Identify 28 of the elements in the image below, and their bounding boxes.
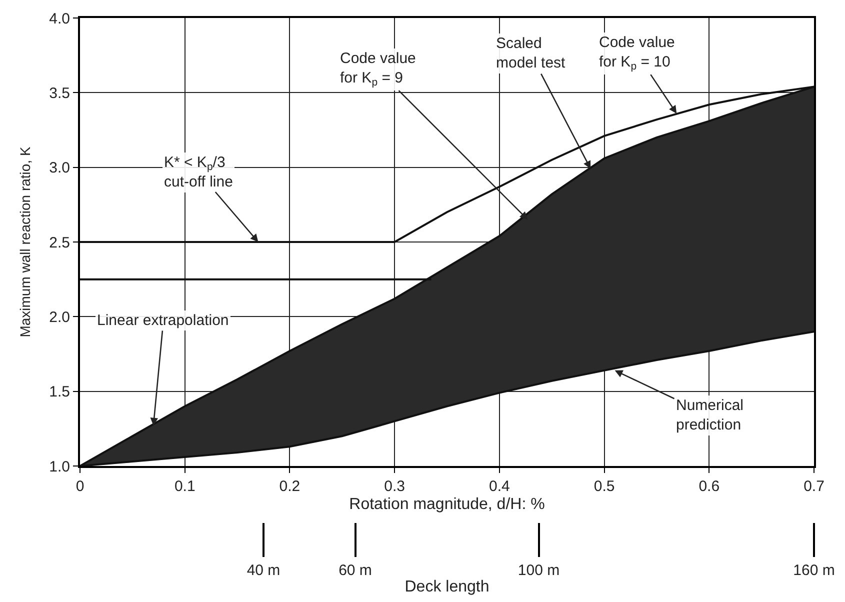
y-tick-label: 1.5 (49, 384, 70, 401)
annotation: Linear extrapolation (97, 312, 229, 329)
x-tick-label: 0.2 (279, 478, 300, 495)
y-axis-title: Maximum wall reaction ratio, K (17, 146, 34, 338)
y-tick-label: 2.0 (49, 308, 70, 326)
x-tick-label: 0.1 (174, 478, 196, 495)
x2-tick-label: 160 m (793, 562, 835, 579)
x-tick-label: 0.5 (594, 478, 615, 495)
x2-tick-label: 40 m (246, 562, 280, 579)
y-tick-label: 3.5 (49, 84, 70, 102)
x-axis-title: Rotation magnitude, d/H: % (349, 496, 545, 514)
annotation: Numerical prediction (676, 397, 744, 434)
annotation: Code value for K$_{p}$ = 9 (340, 50, 416, 89)
annotation: K* < K$_{p}$/3 cut-off line (164, 154, 233, 190)
y-tick-label: 1.0 (49, 458, 70, 476)
x2-tick-label: 60 m (338, 562, 372, 579)
x-tick-label: 0.4 (489, 478, 510, 495)
x-tick-label: 0.7 (804, 478, 824, 495)
annotation: Scaled model test (496, 35, 566, 72)
x2-axis-title: Deck length (404, 578, 490, 596)
y-tick-label: 3.0 (49, 160, 70, 177)
x2-tick-label: 100 m (518, 562, 560, 579)
annotation: Code value for K$_{p}$ = 10 (599, 34, 675, 73)
x-tick-label: 0.6 (698, 478, 720, 495)
y-tick-label: 4.0 (49, 10, 70, 28)
x-tick-label: 0.3 (384, 478, 405, 495)
x-tick-label: 0 (76, 478, 84, 495)
y-tick-label: 2.5 (49, 234, 70, 252)
